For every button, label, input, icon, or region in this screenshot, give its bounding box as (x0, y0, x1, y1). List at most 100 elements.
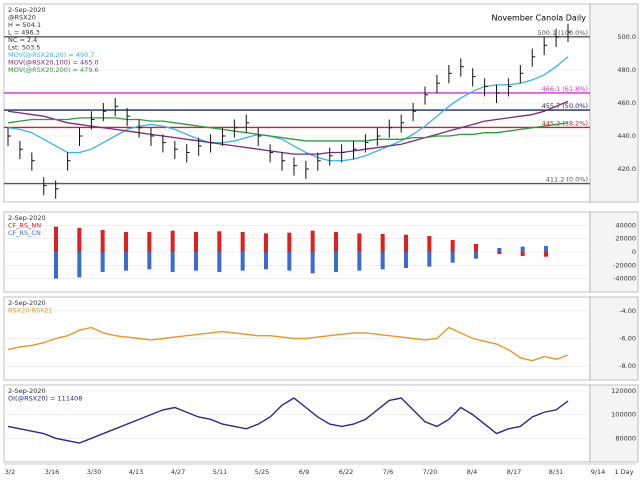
y-tick-label: 440.0 (617, 132, 636, 140)
info-text: 2-Sep-2020 (8, 387, 46, 395)
bar (54, 226, 58, 252)
x-tick-label: 5/11 (213, 468, 228, 476)
bar (310, 252, 315, 274)
x-tick-label: 3/16 (45, 468, 60, 476)
level-label: 411.2 (0.0%) (546, 176, 588, 184)
axis-band (589, 211, 639, 293)
legend-label: MOV(@RSX20,100) = 465.0 (8, 59, 99, 67)
y-tick-label: 480.0 (617, 66, 636, 74)
y-tick-label: 460.0 (617, 99, 636, 107)
bar (380, 252, 385, 270)
bar (544, 252, 548, 257)
y-tick-label: 420.0 (617, 165, 636, 173)
bar (334, 252, 338, 272)
bar (404, 252, 408, 268)
bar (310, 230, 315, 252)
y-tick-label: 80000 (615, 434, 636, 442)
x-tick-label: 8/4 (467, 468, 477, 476)
info-text: 2-Sep-2020 (8, 299, 46, 307)
x-tick-label: 3/30 (87, 468, 102, 476)
x-tick-label: 6/9 (299, 468, 309, 476)
x-tick-label: 7/6 (383, 468, 393, 476)
series-line (7, 397, 569, 444)
bar (544, 246, 548, 252)
series-line (7, 326, 569, 362)
bar (497, 248, 502, 252)
info-text: 2-Sep-2020 (8, 6, 46, 14)
x-tick-label: 7/20 (423, 468, 438, 476)
info-text: @RSX20 (8, 14, 36, 22)
bar (287, 252, 292, 271)
y-tick-label: 500.0 (617, 33, 636, 41)
bar (170, 252, 175, 272)
x-tick-label: 6/22 (339, 468, 354, 476)
x-tick-label: 4/27 (171, 468, 186, 476)
bar (124, 252, 128, 271)
y-tick-label: 120000 (611, 387, 636, 395)
y-tick-label: 0 (632, 248, 636, 256)
bar (240, 252, 245, 271)
bar (474, 244, 478, 252)
bar (380, 234, 385, 252)
x-tick-label: 4/13 (129, 468, 144, 476)
bar (334, 232, 338, 252)
y-tick-label: -8.00 (619, 362, 636, 370)
bar (474, 252, 478, 259)
bar (147, 252, 152, 270)
bar (147, 232, 152, 252)
bar (100, 252, 105, 272)
info-text: L = 496.3 (8, 29, 40, 37)
info-text: 2-Sep-2020 (8, 214, 46, 222)
y-tick-label: -20000 (613, 261, 636, 269)
x-tick-label: 1 Day (614, 468, 633, 476)
legend-label: MOV(@RSX20,20) = 490.7 (8, 51, 95, 59)
bar (427, 236, 432, 252)
bar (240, 232, 245, 252)
bar (357, 252, 362, 271)
y-tick-label: 20000 (615, 235, 636, 243)
bar (100, 230, 105, 252)
bar (520, 246, 525, 252)
y-tick-label: -6.00 (619, 335, 636, 343)
bar (77, 252, 82, 278)
bar (217, 231, 222, 252)
bar (287, 232, 292, 252)
moving-average (7, 117, 569, 142)
bar (54, 252, 58, 279)
bar (217, 252, 222, 272)
legend-label: RSX20-RSF21 (8, 307, 52, 315)
level-label: 500.1 (100.0%) (537, 29, 588, 37)
legend-label: CF_RS_CN (8, 229, 41, 237)
x-tick-label: 9/14 (591, 468, 606, 476)
legend-label: OI(@RSX20) = 111408 (8, 395, 82, 403)
bar (194, 252, 198, 271)
moving-average (7, 56, 569, 162)
bar (404, 234, 408, 252)
bar (170, 230, 175, 252)
level-label: 455.7 (50.0%) (542, 102, 588, 110)
axis-band (589, 296, 639, 381)
bar (77, 228, 82, 252)
bar (427, 252, 432, 267)
y-tick-label: -40000 (613, 275, 636, 283)
info-text: H = 504.1 (8, 21, 41, 29)
y-tick-label: 40000 (615, 221, 636, 229)
x-tick-label: 3/2 (5, 468, 15, 476)
legend-label: MOV(@RSX20,200) = 479.6 (8, 66, 99, 74)
bar (520, 252, 525, 256)
chart-title: November Canola Daily (491, 14, 586, 23)
bar (450, 240, 455, 252)
moving-average (7, 100, 569, 155)
axis-band (589, 384, 639, 463)
bar (497, 252, 502, 254)
y-tick-label: -4.00 (619, 307, 636, 315)
bar (124, 232, 128, 252)
level-label: 466.1 (61.8%) (542, 85, 588, 93)
bar (450, 252, 455, 263)
bar (264, 233, 268, 252)
y-tick-label: 100000 (611, 411, 636, 419)
x-tick-label: 8/17 (507, 468, 522, 476)
x-tick-label: 8/31 (549, 468, 564, 476)
bar (194, 232, 198, 252)
